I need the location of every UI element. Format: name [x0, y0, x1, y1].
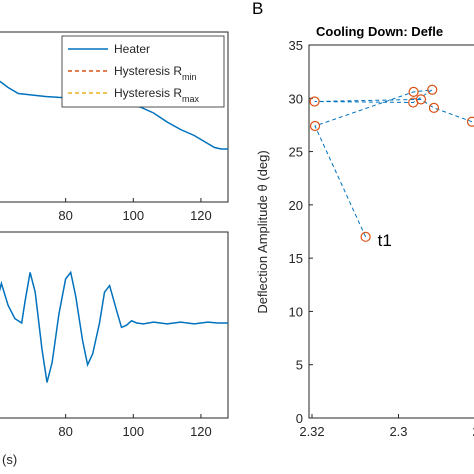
legend-entry-label: Hysteresis Rmin [114, 64, 197, 82]
panel-b-x-tick-label: 2.3 [389, 424, 407, 439]
bottom-left-xlabel: (s) [2, 452, 17, 467]
legend-entry-label: Hysteresis Rmax [114, 86, 200, 104]
top-left-axes-box [0, 31, 229, 203]
panel-b-y-tick-label: 20 [289, 198, 303, 213]
panel-b-y-tick-label: 35 [289, 38, 303, 53]
panel-b-point [408, 86, 419, 97]
panel-b-x-tick-label: 2.32 [299, 424, 324, 439]
panel-b-point [309, 96, 320, 107]
panel-b-y-tick-label: 25 [289, 145, 303, 160]
top-left-axes: 80 100 120 Heater Hysteresis Rmin Hysteresis… [0, 31, 229, 223]
panel-b-x-ticks: 2.32 2.3 2.28 [299, 414, 474, 439]
legend-entry-subscript: min [182, 72, 197, 82]
panel-b-point [408, 97, 419, 108]
panel-b-y-tick-label: 15 [289, 251, 303, 266]
panel-b-dashed-path [314, 89, 473, 238]
legend-entry-label: Heater [114, 42, 150, 56]
panel-b-point [466, 116, 474, 127]
legend: Heater Hysteresis Rmin Hysteresis Rmax [61, 35, 225, 108]
legend-entries: Heater Hysteresis Rmin Hysteresis Rmax [68, 42, 200, 104]
legend-entry-subscript: max [182, 94, 200, 104]
panel-b-point [427, 84, 438, 95]
panel-b-y-tick-label: 5 [296, 358, 303, 373]
panel-b-y-tick-label: 0 [296, 411, 303, 426]
panel-b-y-tick-label: 30 [289, 91, 303, 106]
panel-b-points [309, 84, 474, 242]
bottom-left-x-tick-label: 120 [190, 424, 212, 439]
bottom-left-x-tick-label: 80 [58, 424, 72, 439]
panel-b-axes-box [308, 44, 474, 419]
bottom-left-axes-box [0, 231, 229, 419]
legend-box [61, 35, 225, 108]
panel-b-point [309, 120, 321, 132]
top-left-x-tick-label: 100 [122, 208, 144, 223]
panel-b-y-ticks: 0 5 10 15 20 25 30 35 [289, 38, 313, 426]
panel-b-point [428, 102, 440, 113]
bottom-left-x-tick-label: 100 [122, 424, 144, 439]
top-left-x-ticks: 80 100 120 [58, 198, 212, 223]
annotation-t1: t1 [378, 231, 392, 250]
bottom-left-axes: 80 100 120 (s) [0, 231, 229, 467]
panel-label-b: B [252, 0, 263, 18]
top-left-x-tick-label: 120 [190, 208, 212, 223]
bottom-left-x-ticks: 80 100 120 [58, 414, 212, 439]
top-left-x-tick-label: 80 [58, 208, 72, 223]
panel-b-y-tick-label: 10 [289, 304, 303, 319]
panel-b-ylabel: Deflection Amplitude θ (deg) [255, 150, 270, 313]
panel-b-point [360, 231, 371, 242]
panel-b-title: Cooling Down: Defle [316, 24, 443, 39]
bottom-left-series-line [0, 270, 228, 383]
panel-b-x-tick-label: 2.28 [472, 424, 474, 439]
